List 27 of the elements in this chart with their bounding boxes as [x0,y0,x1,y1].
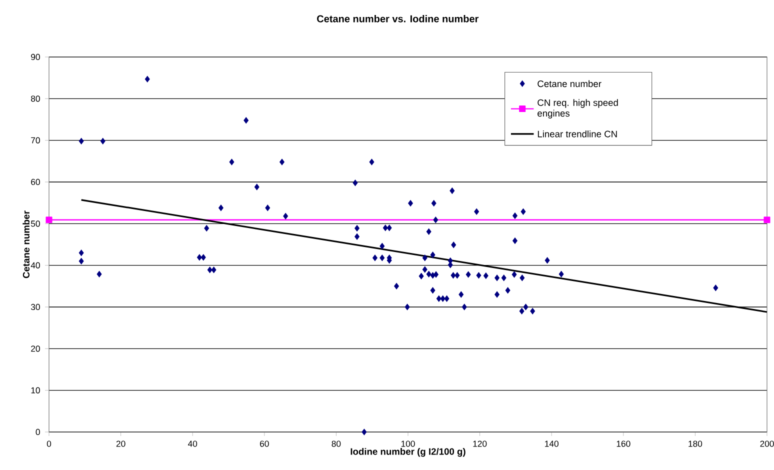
y-tick-label: 20 [31,346,40,352]
x-axis-title: Iodine number (g I2/100 g) [350,448,466,457]
x-tick-label: 0 [46,440,52,447]
x-tick-label: 80 [332,440,341,447]
y-axis-title: Cetane number [22,210,30,278]
x-tick-label: 20 [116,440,126,447]
y-tick-label: 10 [31,387,40,394]
chart-title: Cetane number vs. Iodine number [317,14,479,22]
x-tick-label: 120 [473,440,487,447]
y-tick-label: 50 [31,220,40,227]
y-tick-label: 30 [30,304,40,310]
x-tick-label: 160 [616,440,630,447]
x-tick-label: 40 [188,440,198,447]
y-tick-label: 60 [31,178,40,186]
y-tick-label: 0 [36,428,40,436]
legend-label: Cetane number [538,80,602,88]
legend-label: Linear trendline CN [538,130,617,138]
x-tick-label: 100 [401,440,415,447]
y-tick-label: 90 [31,54,40,60]
y-tick-label: 70 [31,137,40,144]
x-tick-label: 200 [760,440,774,447]
y-tick-label: 80 [31,96,40,102]
x-tick-label: 140 [545,440,558,447]
y-tick-label: 40 [30,262,40,268]
x-tick-label: 180 [688,440,702,447]
x-tick-label: 60 [260,440,269,447]
legend-label: CN req. high speed engines [538,99,618,118]
